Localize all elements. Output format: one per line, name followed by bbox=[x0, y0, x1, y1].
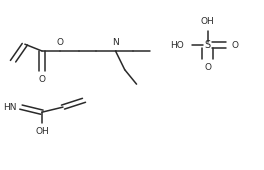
Text: S: S bbox=[204, 40, 211, 50]
Text: O: O bbox=[57, 38, 64, 47]
Text: HN: HN bbox=[3, 103, 17, 112]
Text: O: O bbox=[231, 41, 238, 49]
Text: O: O bbox=[204, 63, 211, 72]
Text: OH: OH bbox=[35, 127, 49, 136]
Text: OH: OH bbox=[201, 17, 214, 26]
Text: HO: HO bbox=[170, 41, 184, 49]
Text: N: N bbox=[112, 38, 119, 47]
Text: O: O bbox=[39, 75, 45, 84]
